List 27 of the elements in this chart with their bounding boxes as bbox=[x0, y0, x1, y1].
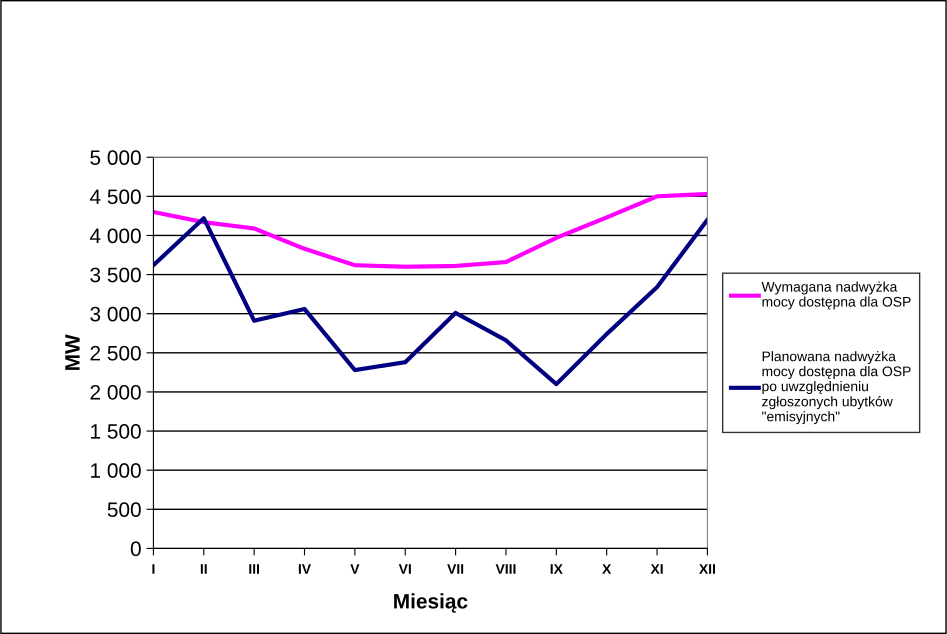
y-tick-label: 1 000 bbox=[91, 463, 141, 478]
y-tick-label: 5 000 bbox=[90, 150, 141, 165]
y-tick-label: 3 500 bbox=[90, 268, 141, 282]
legend-label: Wymagana nadwyżka mocy dostępna dla OSP bbox=[762, 282, 911, 310]
x-axis-title: Miesiąc bbox=[394, 593, 468, 613]
legend-label: Planowana nadwyżka mocy dostępna dla OSP po uwzględnieniu zgłoszonych ubytków "emisyjnych" bbox=[762, 351, 911, 424]
x-tick-label: VII bbox=[447, 564, 464, 574]
x-tick-label: VI bbox=[398, 564, 411, 574]
x-tick-label: II bbox=[200, 564, 207, 574]
x-tick-label: V bbox=[350, 564, 360, 574]
x-tick-label: X bbox=[602, 564, 612, 574]
y-tick-label: 2 000 bbox=[90, 384, 141, 400]
y-tick-label: 4 000 bbox=[90, 228, 141, 244]
x-tick-label: VIII bbox=[496, 564, 516, 574]
y-tick-label: 500 bbox=[108, 502, 141, 518]
y-tick-label: 1 500 bbox=[91, 424, 141, 439]
y-tick-label: 0 bbox=[130, 541, 141, 556]
x-tick-label: IV bbox=[298, 564, 311, 574]
y-tick-label: 4 500 bbox=[90, 189, 141, 204]
x-tick-label: III bbox=[249, 564, 259, 574]
x-tick-label: XI bbox=[650, 564, 663, 574]
x-tick-label: XII bbox=[699, 564, 715, 574]
y-axis-title: MW bbox=[65, 334, 80, 370]
y-tick-label: 2 500 bbox=[90, 346, 141, 361]
x-tick-label: IX bbox=[550, 564, 563, 574]
x-tick-label: I bbox=[152, 564, 154, 574]
y-tick-label: 3 000 bbox=[90, 306, 141, 322]
